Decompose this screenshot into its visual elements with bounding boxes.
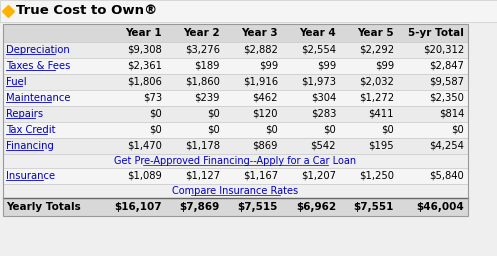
Bar <box>3 138 468 154</box>
Text: $0: $0 <box>149 125 162 135</box>
Text: Taxes & Fees: Taxes & Fees <box>6 61 71 71</box>
Text: Year 3: Year 3 <box>242 28 278 38</box>
Text: Repairs: Repairs <box>6 109 43 119</box>
Text: 5-yr Total: 5-yr Total <box>408 28 464 38</box>
Text: $0: $0 <box>265 125 278 135</box>
Text: Tax Credit: Tax Credit <box>6 125 56 135</box>
Text: $16,107: $16,107 <box>114 202 162 212</box>
Text: $73: $73 <box>143 93 162 103</box>
Text: $2,032: $2,032 <box>359 77 394 87</box>
Text: Compare Insurance Rates: Compare Insurance Rates <box>172 186 299 196</box>
Text: $7,869: $7,869 <box>180 202 220 212</box>
Text: Maintenance: Maintenance <box>6 93 71 103</box>
Bar <box>3 74 468 90</box>
Text: Year 5: Year 5 <box>357 28 394 38</box>
Bar <box>3 24 468 216</box>
Text: Insurance: Insurance <box>6 171 55 181</box>
Text: $239: $239 <box>194 93 220 103</box>
Text: Financing: Financing <box>6 141 54 151</box>
Text: $869: $869 <box>252 141 278 151</box>
Text: $46,004: $46,004 <box>416 202 464 212</box>
Bar <box>3 58 468 74</box>
Text: $0: $0 <box>207 125 220 135</box>
Bar <box>3 90 468 106</box>
Text: $2,847: $2,847 <box>429 61 464 71</box>
Text: $2,292: $2,292 <box>359 45 394 55</box>
Bar <box>3 198 468 216</box>
Text: $0: $0 <box>149 109 162 119</box>
Text: $2,554: $2,554 <box>301 45 336 55</box>
Text: $99: $99 <box>375 61 394 71</box>
Bar <box>3 154 468 168</box>
Text: $0: $0 <box>323 125 336 135</box>
Text: $2,350: $2,350 <box>429 93 464 103</box>
Text: $542: $542 <box>311 141 336 151</box>
Text: $6,962: $6,962 <box>296 202 336 212</box>
Text: $1,167: $1,167 <box>243 171 278 181</box>
Text: Year 4: Year 4 <box>299 28 336 38</box>
Bar <box>3 168 468 184</box>
Text: $120: $120 <box>252 109 278 119</box>
Text: $7,515: $7,515 <box>238 202 278 212</box>
Text: $304: $304 <box>311 93 336 103</box>
Text: $5,840: $5,840 <box>429 171 464 181</box>
Text: Yearly Totals: Yearly Totals <box>6 202 81 212</box>
Text: $411: $411 <box>368 109 394 119</box>
Text: $2,361: $2,361 <box>127 61 162 71</box>
Text: $1,207: $1,207 <box>301 171 336 181</box>
Bar <box>3 106 468 122</box>
Text: $0: $0 <box>451 125 464 135</box>
Text: $814: $814 <box>439 109 464 119</box>
Text: $1,178: $1,178 <box>185 141 220 151</box>
Text: $2,882: $2,882 <box>243 45 278 55</box>
Text: $7,551: $7,551 <box>354 202 394 212</box>
Text: $1,470: $1,470 <box>127 141 162 151</box>
Text: $1,860: $1,860 <box>185 77 220 87</box>
Bar <box>3 184 468 198</box>
Bar <box>3 42 468 58</box>
Bar <box>3 24 468 42</box>
Text: Year 1: Year 1 <box>125 28 162 38</box>
Text: True Cost to Own®: True Cost to Own® <box>16 5 158 17</box>
Bar <box>3 122 468 138</box>
Text: $462: $462 <box>252 93 278 103</box>
Text: $20,312: $20,312 <box>423 45 464 55</box>
Text: $283: $283 <box>311 109 336 119</box>
Text: $99: $99 <box>317 61 336 71</box>
Text: $9,308: $9,308 <box>127 45 162 55</box>
Text: Depreciation: Depreciation <box>6 45 70 55</box>
Text: $1,272: $1,272 <box>359 93 394 103</box>
Text: $99: $99 <box>259 61 278 71</box>
Text: Year 2: Year 2 <box>183 28 220 38</box>
Text: $1,916: $1,916 <box>243 77 278 87</box>
Text: $189: $189 <box>194 61 220 71</box>
Text: $9,587: $9,587 <box>429 77 464 87</box>
Bar <box>0 0 497 22</box>
Text: $3,276: $3,276 <box>185 45 220 55</box>
Text: $195: $195 <box>368 141 394 151</box>
Text: $1,806: $1,806 <box>127 77 162 87</box>
Text: Get Pre-Approved Financing--Apply for a Car Loan: Get Pre-Approved Financing--Apply for a … <box>114 156 356 166</box>
Text: $4,254: $4,254 <box>429 141 464 151</box>
Text: $1,250: $1,250 <box>359 171 394 181</box>
Text: $1,089: $1,089 <box>127 171 162 181</box>
Text: $0: $0 <box>207 109 220 119</box>
Text: Fuel: Fuel <box>6 77 27 87</box>
Text: $1,127: $1,127 <box>185 171 220 181</box>
Text: $0: $0 <box>381 125 394 135</box>
Text: $1,973: $1,973 <box>301 77 336 87</box>
